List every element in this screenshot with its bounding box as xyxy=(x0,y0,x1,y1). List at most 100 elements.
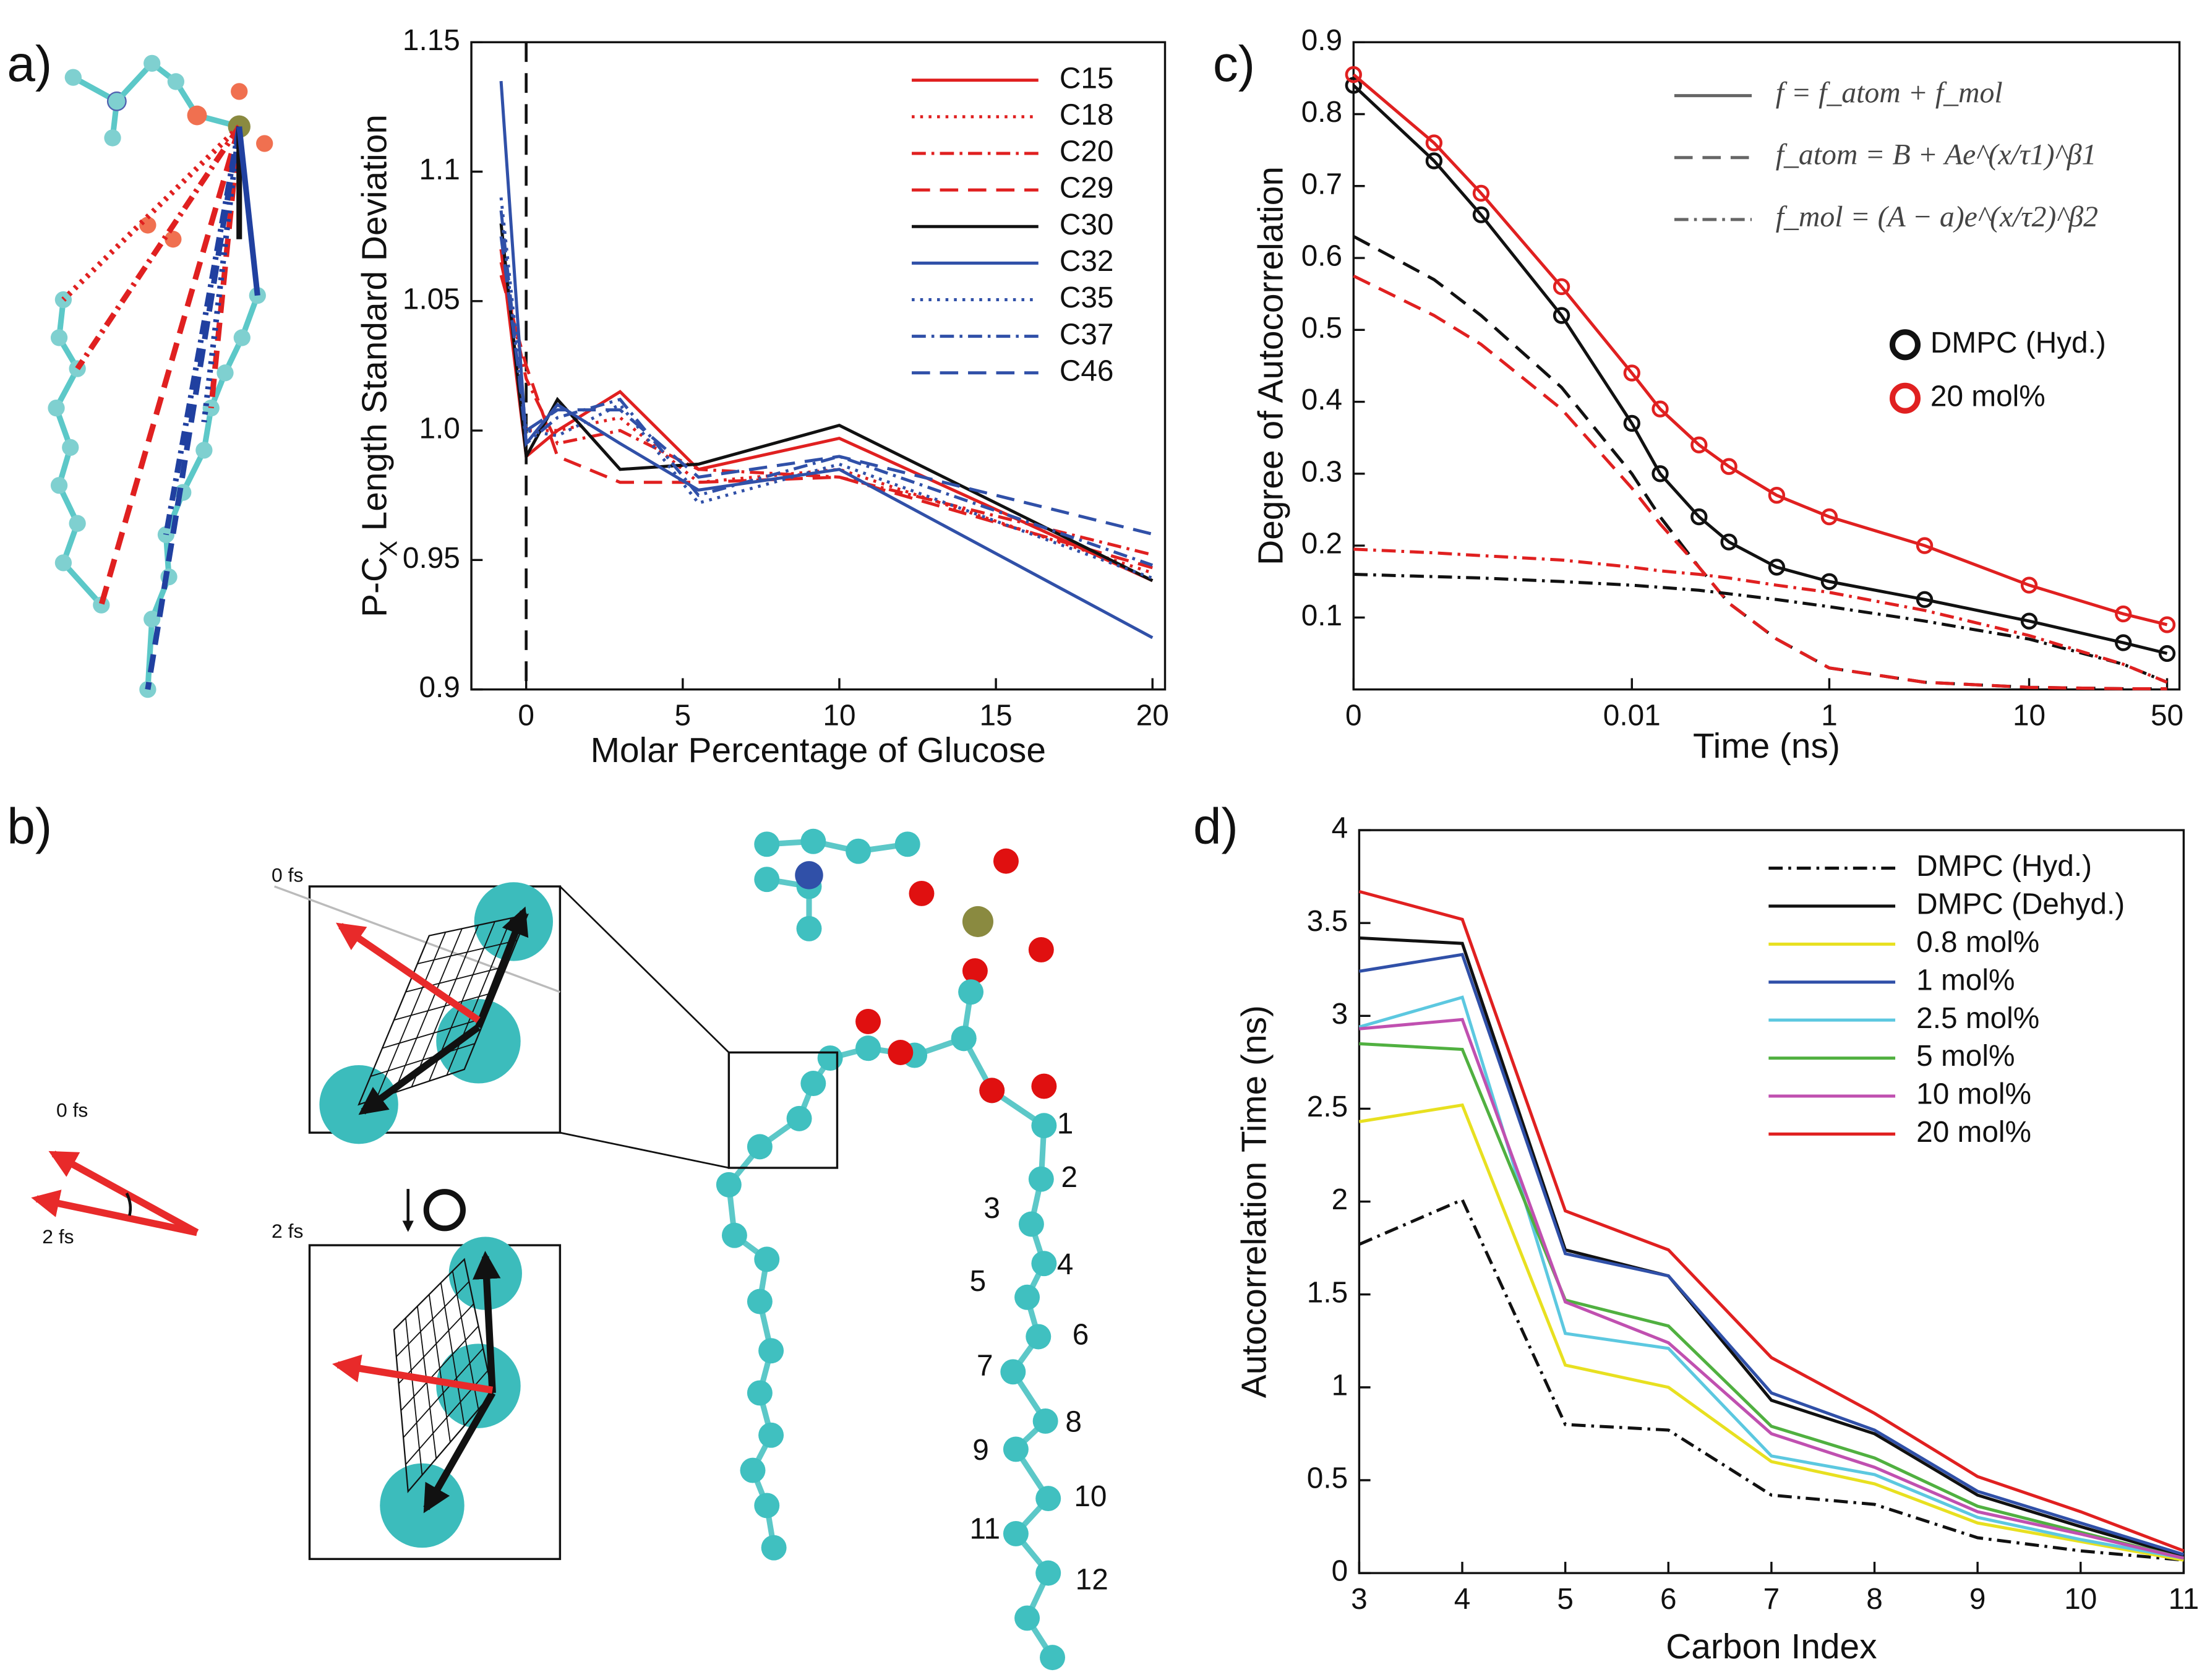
series-line xyxy=(1358,995,2184,1560)
atom xyxy=(958,979,984,1005)
atom xyxy=(195,442,213,459)
y-tick-label: 1.15 xyxy=(403,24,460,57)
atom xyxy=(761,1535,787,1561)
x-tick-label: 5 xyxy=(675,700,692,732)
data-point xyxy=(2020,576,2038,594)
y-axis-label-part: X xyxy=(375,541,402,557)
data-point xyxy=(1720,533,1737,551)
bond xyxy=(766,838,908,854)
x-tick-label: 0 xyxy=(1345,700,1362,732)
distance-line xyxy=(208,126,242,409)
x-tick-label: 6 xyxy=(1660,1583,1677,1616)
atom xyxy=(157,526,175,544)
atom xyxy=(993,848,1019,874)
atom xyxy=(796,915,822,941)
atom-number: 8 xyxy=(1065,1406,1082,1439)
atom xyxy=(817,1045,843,1071)
x-axis-label: Carbon Index xyxy=(1666,1627,1877,1666)
y-tick-label: 1.05 xyxy=(403,283,460,315)
atom xyxy=(1003,1520,1029,1546)
atom xyxy=(50,329,68,346)
atom xyxy=(1035,1560,1061,1586)
series-line xyxy=(499,275,1153,570)
series-line xyxy=(1359,1103,2184,1562)
legend-label: C20 xyxy=(1060,135,1114,168)
atom xyxy=(800,828,826,854)
zoom-box xyxy=(727,1051,839,1169)
atom xyxy=(1040,1645,1065,1671)
atom xyxy=(1000,1359,1026,1385)
legend-label: 20 mol% xyxy=(1930,380,2046,413)
legend-label: 0.8 mol% xyxy=(1916,926,2039,959)
series-line xyxy=(499,197,1154,580)
atom-number: 3 xyxy=(983,1192,1000,1225)
atom-number: 1 xyxy=(1057,1107,1074,1140)
atom xyxy=(894,831,920,857)
atom-number: 7 xyxy=(977,1350,993,1382)
data-point xyxy=(2158,616,2176,633)
series-line xyxy=(1353,274,2167,690)
y-axis-label-part: Length Standard Deviation xyxy=(356,114,395,541)
x-tick-label: 20 xyxy=(1136,700,1169,732)
y-tick-label: 1.5 xyxy=(1307,1276,1348,1309)
distance-line xyxy=(163,126,242,536)
atom xyxy=(747,1288,773,1314)
x-axis-label: Molar Percentage of Glucose xyxy=(591,731,1046,770)
x-axis-label: Time (ns) xyxy=(1693,727,1840,766)
legend-label: 1 mol% xyxy=(1916,964,2015,996)
y-tick-label: 0.3 xyxy=(1301,455,1342,488)
atom xyxy=(721,1222,747,1248)
legend-label: 2.5 mol% xyxy=(1916,1002,2039,1035)
atom-number: 5 xyxy=(970,1265,987,1298)
x-tick-label: 3 xyxy=(1351,1583,1368,1616)
bond-vector xyxy=(423,1391,496,1514)
atom xyxy=(167,73,185,90)
atom-number: 4 xyxy=(1057,1248,1074,1281)
data-point xyxy=(1623,364,1640,382)
x-tick-label: 11 xyxy=(2169,1583,2200,1616)
legend-label: 20 mol% xyxy=(1916,1116,2031,1149)
legend-label: f_atom = B + Ae^(x/τ1)^β1 xyxy=(1776,139,2097,171)
atom xyxy=(139,216,156,234)
atom xyxy=(1014,1284,1040,1310)
atom xyxy=(1032,1408,1058,1434)
data-point xyxy=(1820,508,1838,526)
x-tick-label: 8 xyxy=(1866,1583,1883,1616)
atom xyxy=(187,105,207,126)
series-line xyxy=(1359,936,2185,1558)
atom xyxy=(888,1040,914,1065)
y-tick-label: 3.5 xyxy=(1307,905,1348,938)
atom xyxy=(909,880,935,906)
distance-line xyxy=(236,126,260,296)
y-tick-label: 2 xyxy=(1332,1183,1348,1216)
x-tick-label: 5 xyxy=(1557,1583,1574,1616)
atom-number: 11 xyxy=(970,1512,1001,1545)
atom xyxy=(1031,1251,1057,1277)
legend-label: C15 xyxy=(1060,62,1114,95)
atom xyxy=(62,439,79,456)
bond-vector xyxy=(358,1024,481,1115)
atom xyxy=(1028,1166,1054,1192)
data-point xyxy=(1720,458,1737,475)
atom xyxy=(139,680,156,698)
atom xyxy=(233,329,251,346)
legend-label: C29 xyxy=(1060,172,1114,205)
atom xyxy=(716,1172,742,1198)
legend-label: DMPC (Hyd.) xyxy=(1916,850,2092,883)
atom xyxy=(256,135,273,152)
atom xyxy=(786,1105,812,1131)
data-point xyxy=(1916,537,1934,554)
y-tick-label: 1.0 xyxy=(419,413,460,445)
x-tick-label: 10 xyxy=(2013,700,2046,732)
y-tick-label: 0.5 xyxy=(1301,312,1342,345)
y-axis-label-part: Degree of Autocorrelation xyxy=(1252,166,1291,565)
legend-label: C32 xyxy=(1060,245,1114,278)
atom-number: 10 xyxy=(1074,1480,1107,1513)
data-point xyxy=(1690,508,1708,526)
atom xyxy=(144,54,161,72)
series-line xyxy=(1352,73,2168,627)
atom xyxy=(758,1422,784,1448)
atom xyxy=(846,838,872,864)
panel-label: b) xyxy=(7,799,52,855)
